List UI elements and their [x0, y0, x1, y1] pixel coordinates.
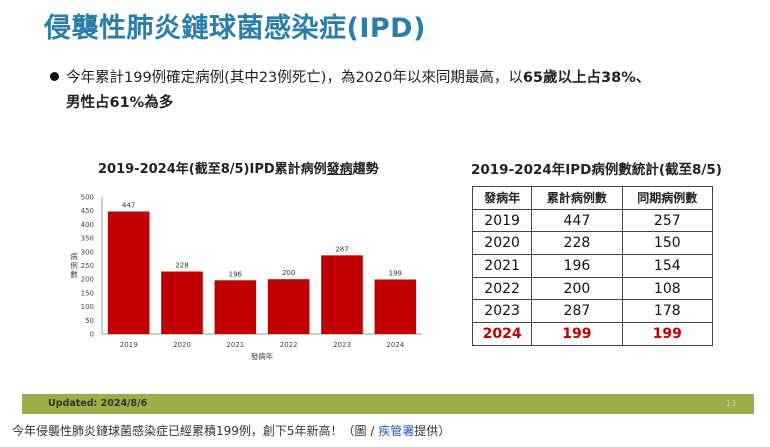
- data-label: 199: [389, 269, 402, 277]
- table-header-row: 發病年 累計病例數 同期病例數: [471, 186, 714, 210]
- table-cell: 196: [531, 254, 623, 278]
- y-tick-label: 0: [90, 331, 94, 339]
- chart-title: 2019-2024年(截至8/5)IPD累計病例發病趨勢: [98, 158, 379, 177]
- data-label: 196: [229, 270, 243, 278]
- table-cell: 150: [621, 231, 714, 256]
- y-tick-label: 450: [81, 207, 94, 215]
- caption-text-b: 提供）: [414, 424, 451, 438]
- y-tick-label: 350: [81, 235, 94, 243]
- table-row: 2022 200 108: [471, 276, 714, 301]
- table-cell: 2020: [471, 231, 533, 256]
- table-cell: 199: [531, 322, 623, 346]
- table-cell: 2021: [471, 254, 533, 278]
- y-tick-label: 150: [81, 289, 94, 297]
- y-tick-label: 250: [81, 262, 94, 270]
- y-tick-label: 200: [81, 276, 94, 284]
- table-cell: 178: [621, 299, 714, 324]
- table-cell: 447: [531, 208, 623, 233]
- table-cell: 2023: [471, 299, 533, 324]
- page-number: 13: [726, 399, 737, 408]
- x-tick-label: 2023: [333, 341, 351, 349]
- slide-title: 侵襲性肺炎鏈球菌感染症(IPD): [44, 13, 426, 44]
- y-tick-label: 300: [81, 248, 94, 256]
- data-label: 228: [175, 262, 188, 270]
- y-axis-label: 數: [70, 269, 78, 279]
- chart-title-part1: 2019-2024年(截至8/5)IPD累計病例: [98, 162, 327, 177]
- y-tick-label: 400: [81, 221, 94, 229]
- table-row: 2020 228 150: [471, 231, 714, 256]
- footer-bar: [22, 394, 754, 414]
- caption-link[interactable]: 疾管署: [378, 424, 415, 438]
- y-axis-label: 例: [70, 260, 78, 270]
- image-caption: 今年侵襲性肺炎鏈球菌感染症已經累積199例，創下5年新高！（圖 / 疾管署提供）: [12, 422, 450, 439]
- table-cell: 154: [621, 254, 714, 278]
- bar: [214, 280, 257, 334]
- bullet-text-line1: 今年累計199例確定病例(其中23例死亡)，為2020年以來同期最高，以65歲以…: [66, 66, 650, 87]
- table-cell: 2024: [471, 322, 533, 346]
- table-cell: 199: [621, 322, 714, 346]
- data-label: 447: [122, 202, 135, 210]
- caption-text-a: 今年侵襲性肺炎鏈球菌感染症已經累積199例，創下5年新高！（圖 /: [12, 424, 379, 438]
- data-label: 287: [335, 245, 348, 253]
- y-tick-label: 50: [85, 317, 94, 325]
- bar: [161, 271, 203, 334]
- y-axis-label: 病: [70, 251, 78, 261]
- x-axis-label: 發病年: [251, 351, 274, 361]
- table-header-cell: 同期病例數: [621, 186, 714, 210]
- table-cell: 2022: [471, 276, 533, 301]
- table-header-cell: 累計病例數: [531, 186, 623, 210]
- x-tick-label: 2019: [120, 341, 138, 349]
- bar: [321, 255, 363, 334]
- table-cell: 257: [621, 208, 714, 233]
- data-label: 200: [282, 269, 295, 277]
- table-cell: 2019: [471, 208, 533, 233]
- chart-title-part3: 趨勢: [352, 162, 379, 177]
- bar: [107, 211, 150, 334]
- table-row: 2024 199 199: [471, 322, 714, 346]
- bar: [267, 279, 310, 334]
- x-tick-label: 2024: [386, 341, 404, 349]
- y-tick-label: 500: [81, 194, 94, 202]
- y-tick-label: 100: [81, 303, 94, 311]
- updated-date: Updated: 2024/8/6: [48, 398, 148, 409]
- x-tick-label: 2020: [173, 341, 191, 349]
- table-header-cell: 發病年: [471, 186, 533, 210]
- table-row: 2023 287 178: [471, 299, 714, 324]
- table-cell: 200: [531, 276, 623, 301]
- bullet-text-bold-2: 男性占61%為多: [66, 95, 174, 111]
- x-tick-label: 2022: [280, 341, 298, 349]
- bar-chart: 0 50 100 150 200 250 300 350 400 450 500 病例數 447 2019…: [70, 194, 422, 361]
- table-title: 2019-2024年IPD病例數統計(截至8/5): [471, 162, 722, 178]
- table-row: 2019 447 257: [471, 208, 714, 233]
- x-tick-label: 2021: [226, 341, 244, 349]
- table-cell: 228: [531, 231, 623, 256]
- bar: [374, 279, 417, 334]
- table-cell: 287: [531, 299, 623, 324]
- table-cell: 108: [621, 276, 714, 301]
- bullet-text-bold: 65歲以上占38%、: [522, 70, 651, 86]
- bullet-text-plain: 今年累計199例確定病例(其中23例死亡)，為2020年以來同期最高，以: [66, 70, 523, 86]
- stats-table: 發病年 累計病例數 同期病例數 2019 447 257 2020 228 150 2021 19…: [471, 186, 714, 346]
- chart-title-part2: 發病: [326, 162, 353, 177]
- bullet-icon: [50, 72, 59, 81]
- table-row: 2021 196 154: [471, 254, 714, 278]
- bullet-text-line2: 男性占61%為多: [66, 91, 173, 112]
